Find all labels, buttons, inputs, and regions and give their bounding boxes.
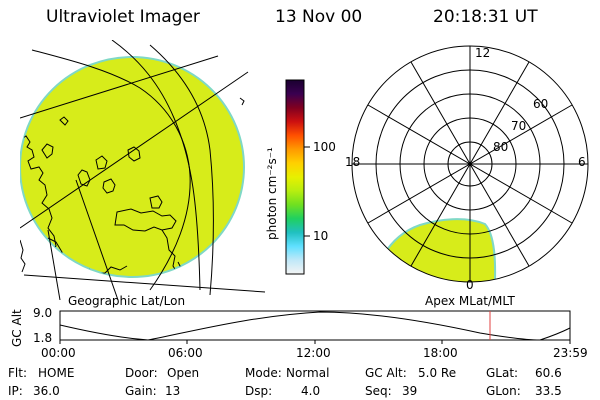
altitude-ytick-high: 9.0 — [33, 306, 53, 320]
xtick-2359: 23:59 — [553, 346, 588, 360]
polar-uvi-image — [379, 218, 497, 282]
altitude-ylabel: GC Alt — [10, 309, 24, 347]
mlt-label-0: 0 — [466, 278, 474, 292]
status-door-label: Door: — [125, 366, 158, 380]
status-glat-value: 60.6 — [535, 366, 562, 380]
colorbar — [285, 79, 310, 275]
observation-time: 20:18:31 UT — [433, 7, 538, 27]
status-flt-value: HOME — [38, 366, 75, 380]
xtick-0000: 00:00 — [41, 346, 76, 360]
status-glon-value: 33.5 — [535, 384, 562, 398]
mlt-label-6: 6 — [578, 155, 586, 169]
lat-lon-grid — [20, 40, 266, 300]
status-dsp-label: Dsp: — [245, 384, 273, 398]
altitude-plot — [59, 310, 571, 344]
geographic-caption: Geographic Lat/Lon — [68, 294, 186, 308]
status-gain-label: Gain: — [125, 384, 157, 398]
colorbar-units-label: photon cm⁻²s⁻¹ — [265, 147, 279, 240]
mlat-label-70: 70 — [511, 119, 527, 133]
altitude-curve — [59, 311, 571, 341]
status-seq-label: Seq: — [365, 384, 392, 398]
mlt-label-18: 18 — [345, 155, 361, 169]
geographic-map — [20, 40, 266, 300]
observation-date: 13 Nov 00 — [275, 7, 363, 27]
outer-coastline — [20, 97, 245, 273]
instrument-title: Ultraviolet Imager — [46, 7, 200, 27]
polar-caption: Apex MLat/MLT — [425, 294, 515, 308]
colorbar-label-10: 10 — [313, 229, 329, 243]
status-glat-label: GLat: — [486, 366, 519, 380]
status-gcalt-value: 5.0 Re — [418, 366, 457, 380]
status-ip-value: 36.0 — [33, 384, 60, 398]
status-gain-value: 13 — [165, 384, 181, 398]
status-glon-label: GLon: — [486, 384, 521, 398]
uvi-image-disk — [20, 56, 245, 278]
mlat-label-60: 60 — [533, 97, 549, 111]
status-gcalt-label: GC Alt: — [365, 366, 407, 380]
status-door-value: Open — [167, 366, 200, 380]
mlt-label-12: 12 — [475, 46, 491, 60]
status-dsp-value: 4.0 — [301, 384, 321, 398]
xtick-0600: 06:00 — [168, 346, 203, 360]
status-mode-label: Mode: — [245, 366, 282, 380]
status-mode-value: Normal — [286, 366, 330, 380]
xtick-1200: 12:00 — [296, 346, 331, 360]
status-seq-value: 39 — [402, 384, 418, 398]
xtick-1800: 18:00 — [423, 346, 458, 360]
colorbar-label-100: 100 — [313, 140, 336, 154]
status-flt-label: Flt: — [8, 366, 27, 380]
mlat-label-80: 80 — [493, 140, 509, 154]
status-ip-label: IP: — [8, 384, 23, 398]
polar-grid — [351, 45, 589, 283]
altitude-ytick-low: 1.8 — [33, 331, 53, 345]
colorbar-scale — [285, 79, 305, 275]
polar-plot — [351, 45, 589, 283]
